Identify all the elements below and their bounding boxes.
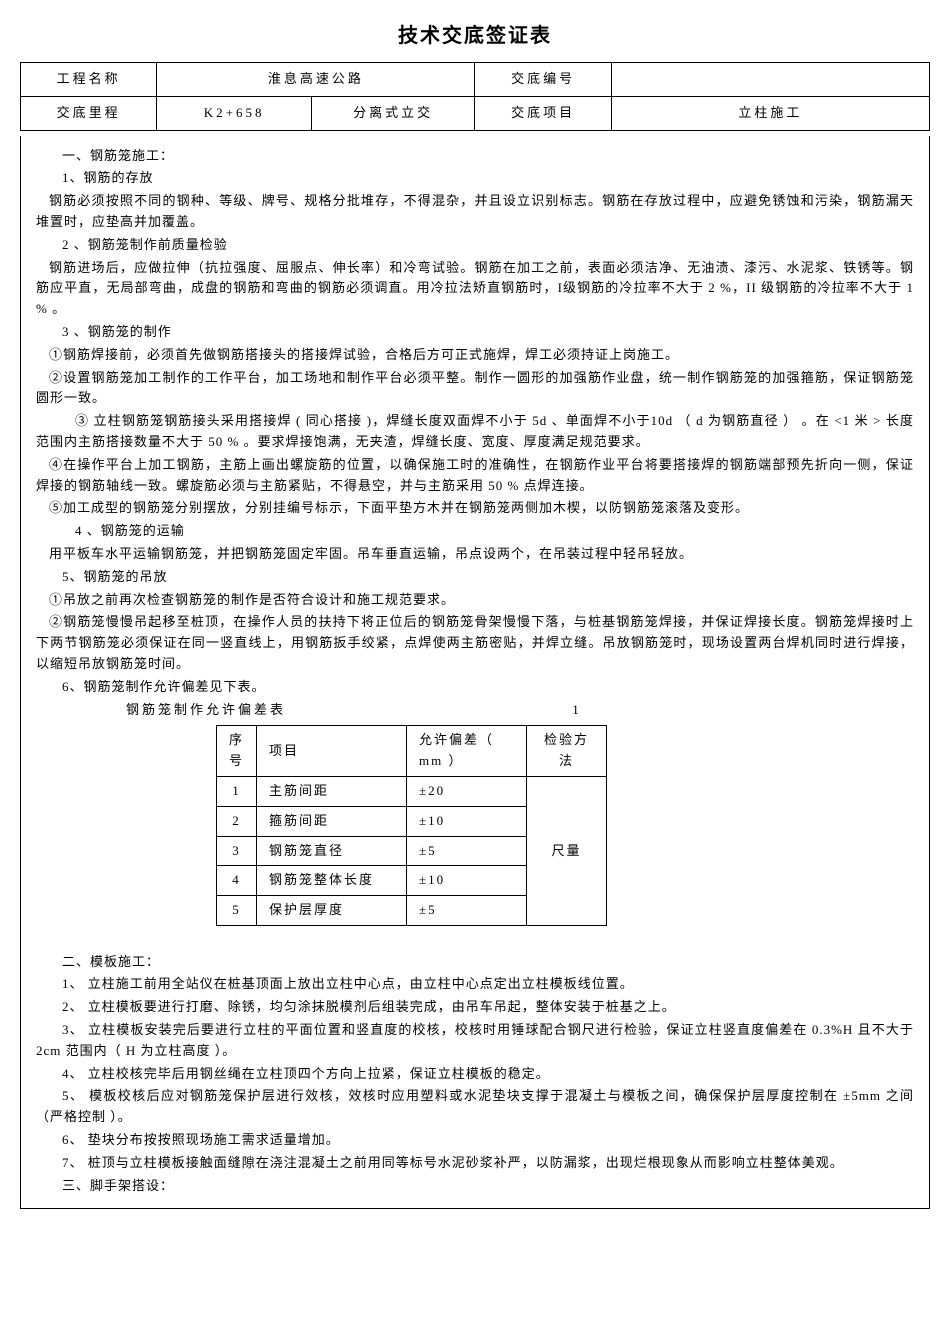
spec-row-2-seq: 2 <box>217 806 257 836</box>
section-1-3-1: ①钢筋焊接前，必须首先做钢筋搭接头的搭接焊试验，合格后方可正式施焊，焊工必须持证… <box>36 345 914 366</box>
spec-row-5-item: 保护层厚度 <box>257 896 407 926</box>
section-2-4: 4、 立柱校核完毕后用钢丝绳在立柱顶四个方向上拉紧，保证立柱模板的稳定。 <box>36 1064 914 1085</box>
spec-row-3-item: 钢筋笼直径 <box>257 836 407 866</box>
section-1-3-5: ⑤加工成型的钢筋笼分别摆放，分别挂编号标示，下面平垫方木并在钢筋笼两侧加木楔，以… <box>36 498 914 519</box>
section-2-title: 二、模板施工： <box>36 952 914 973</box>
section-1-6: 6、钢筋笼制作允许偏差见下表。 <box>36 677 914 698</box>
header-value-mileage-b: 分离式立交 <box>311 96 475 130</box>
spec-row-1-item: 主筋间距 <box>257 776 407 806</box>
spec-caption-text: 钢筋笼制作允许偏差表 <box>126 702 286 717</box>
header-label-project: 工程名称 <box>21 63 157 97</box>
spec-header-seq: 序号 <box>217 726 257 777</box>
section-1-4: 4 、钢筋笼的运输 <box>36 521 914 542</box>
header-value-mileage-a: K2+658 <box>157 96 312 130</box>
section-1-5-1: ①吊放之前再次检查钢筋笼的制作是否符合设计和施工规范要求。 <box>36 590 914 611</box>
header-label-code: 交底编号 <box>475 63 611 97</box>
section-1-3-4: ④在操作平台上加工钢筋，主筋上画出螺旋筋的位置，以确保施工时的准确性，在钢筋作业… <box>36 455 914 497</box>
spec-header-tolerance: 允许偏差（ mm ） <box>407 726 527 777</box>
spec-row-1-seq: 1 <box>217 776 257 806</box>
document-title: 技术交底签证表 <box>20 20 930 52</box>
header-table: 工程名称 淮息高速公路 交底编号 交底里程 K2+658 分离式立交 交底项目 … <box>20 62 930 131</box>
spec-row-4-seq: 4 <box>217 866 257 896</box>
section-1-2-text: 钢筋进场后，应做拉伸（抗拉强度、屈服点、伸长率）和冷弯试验。钢筋在加工之前，表面… <box>36 258 914 320</box>
section-2-7: 7、 桩顶与立柱模板接触面缝隙在浇注混凝土之前用同等标号水泥砂浆补严，以防漏浆，… <box>36 1153 914 1174</box>
header-label-item: 交底项目 <box>475 96 611 130</box>
section-2-1: 1、 立柱施工前用全站仪在桩基顶面上放出立柱中心点，由立柱中心点定出立柱模板线位… <box>36 974 914 995</box>
spec-row-2-tol: ±10 <box>407 806 527 836</box>
spec-row-3-seq: 3 <box>217 836 257 866</box>
spec-row-3-tol: ±5 <box>407 836 527 866</box>
section-1-3-3: ③ 立柱钢筋笼钢筋接头采用搭接焊 ( 同心搭接 )，焊缝长度双面焊不小于 5d … <box>36 411 914 453</box>
section-1-2: 2 、钢筋笼制作前质量检验 <box>36 235 914 256</box>
spec-row-4-item: 钢筋笼整体长度 <box>257 866 407 896</box>
spec-table: 序号 项目 允许偏差（ mm ） 检验方法 1 主筋间距 ±20 尺量 2 箍筋… <box>216 725 607 926</box>
spec-row-5-tol: ±5 <box>407 896 527 926</box>
section-1-5: 5、钢筋笼的吊放 <box>36 567 914 588</box>
section-3-title: 三、脚手架搭设： <box>36 1176 914 1197</box>
spec-header-method: 检验方法 <box>527 726 607 777</box>
section-1-title: 一、钢筋笼施工： <box>36 146 914 167</box>
header-value-code <box>611 63 929 97</box>
section-1-1-text: 钢筋必须按照不同的钢种、等级、牌号、规格分批堆存，不得混杂，并且设立识别标志。钢… <box>36 191 914 233</box>
section-1-4-text: 用平板车水平运输钢筋笼，并把钢筋笼固定牢固。吊车垂直运输，吊点设两个，在吊装过程… <box>36 544 914 565</box>
spec-row-1-tol: ±20 <box>407 776 527 806</box>
content-body: 一、钢筋笼施工： 1、钢筋的存放 钢筋必须按照不同的钢种、等级、牌号、规格分批堆… <box>20 136 930 1210</box>
section-2-5: 5、 模板校核后应对钢筋笼保护层进行效核，效核时应用塑料或水泥垫块支撑于混凝土与… <box>36 1086 914 1128</box>
spec-header-item: 项目 <box>257 726 407 777</box>
section-1-5-2: ②钢筋笼慢慢吊起移至桩顶，在操作人员的扶持下将正位后的钢筋笼骨架慢慢下落，与桩基… <box>36 612 914 674</box>
section-1-1: 1、钢筋的存放 <box>36 168 914 189</box>
section-2-6: 6、 垫块分布按按照现场施工需求适量增加。 <box>36 1130 914 1151</box>
spec-caption-num: 1 <box>572 700 582 721</box>
section-2-3: 3、 立柱模板安装完后要进行立柱的平面位置和竖直度的校核，校核时用锤球配合钢尺进… <box>36 1020 914 1062</box>
spec-method-value: 尺量 <box>527 776 607 925</box>
spec-row-2-item: 箍筋间距 <box>257 806 407 836</box>
section-1-3-2: ②设置钢筋笼加工制作的工作平台，加工场地和制作平台必须平整。制作一圆形的加强筋作… <box>36 368 914 410</box>
spec-row-5-seq: 5 <box>217 896 257 926</box>
header-value-item: 立柱施工 <box>611 96 929 130</box>
spec-table-caption: 钢筋笼制作允许偏差表 1 <box>126 700 914 721</box>
section-2-2: 2、 立柱模板要进行打磨、除锈，均匀涂抹脱模剂后组装完成，由吊车吊起，整体安装于… <box>36 997 914 1018</box>
header-value-project: 淮息高速公路 <box>157 63 475 97</box>
header-label-mileage: 交底里程 <box>21 96 157 130</box>
section-1-3: 3 、钢筋笼的制作 <box>36 322 914 343</box>
spec-row-4-tol: ±10 <box>407 866 527 896</box>
